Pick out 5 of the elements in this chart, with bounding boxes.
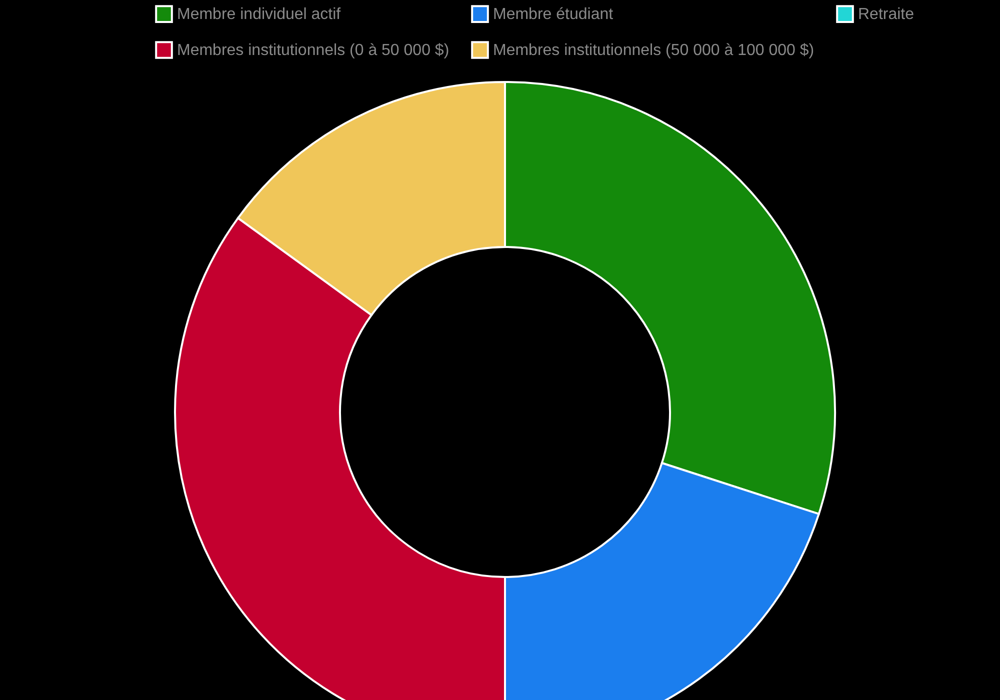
legend-label: Membres institutionnels (0 à 50 000 $) (177, 42, 450, 59)
legend-label: Membres institutionnels (50 000 à 100 000 $) (493, 42, 814, 59)
legend-label: Membre individuel actif (177, 6, 342, 24)
legend-label: Retraite (858, 6, 914, 24)
legend-label: Membre étudiant (493, 6, 614, 24)
